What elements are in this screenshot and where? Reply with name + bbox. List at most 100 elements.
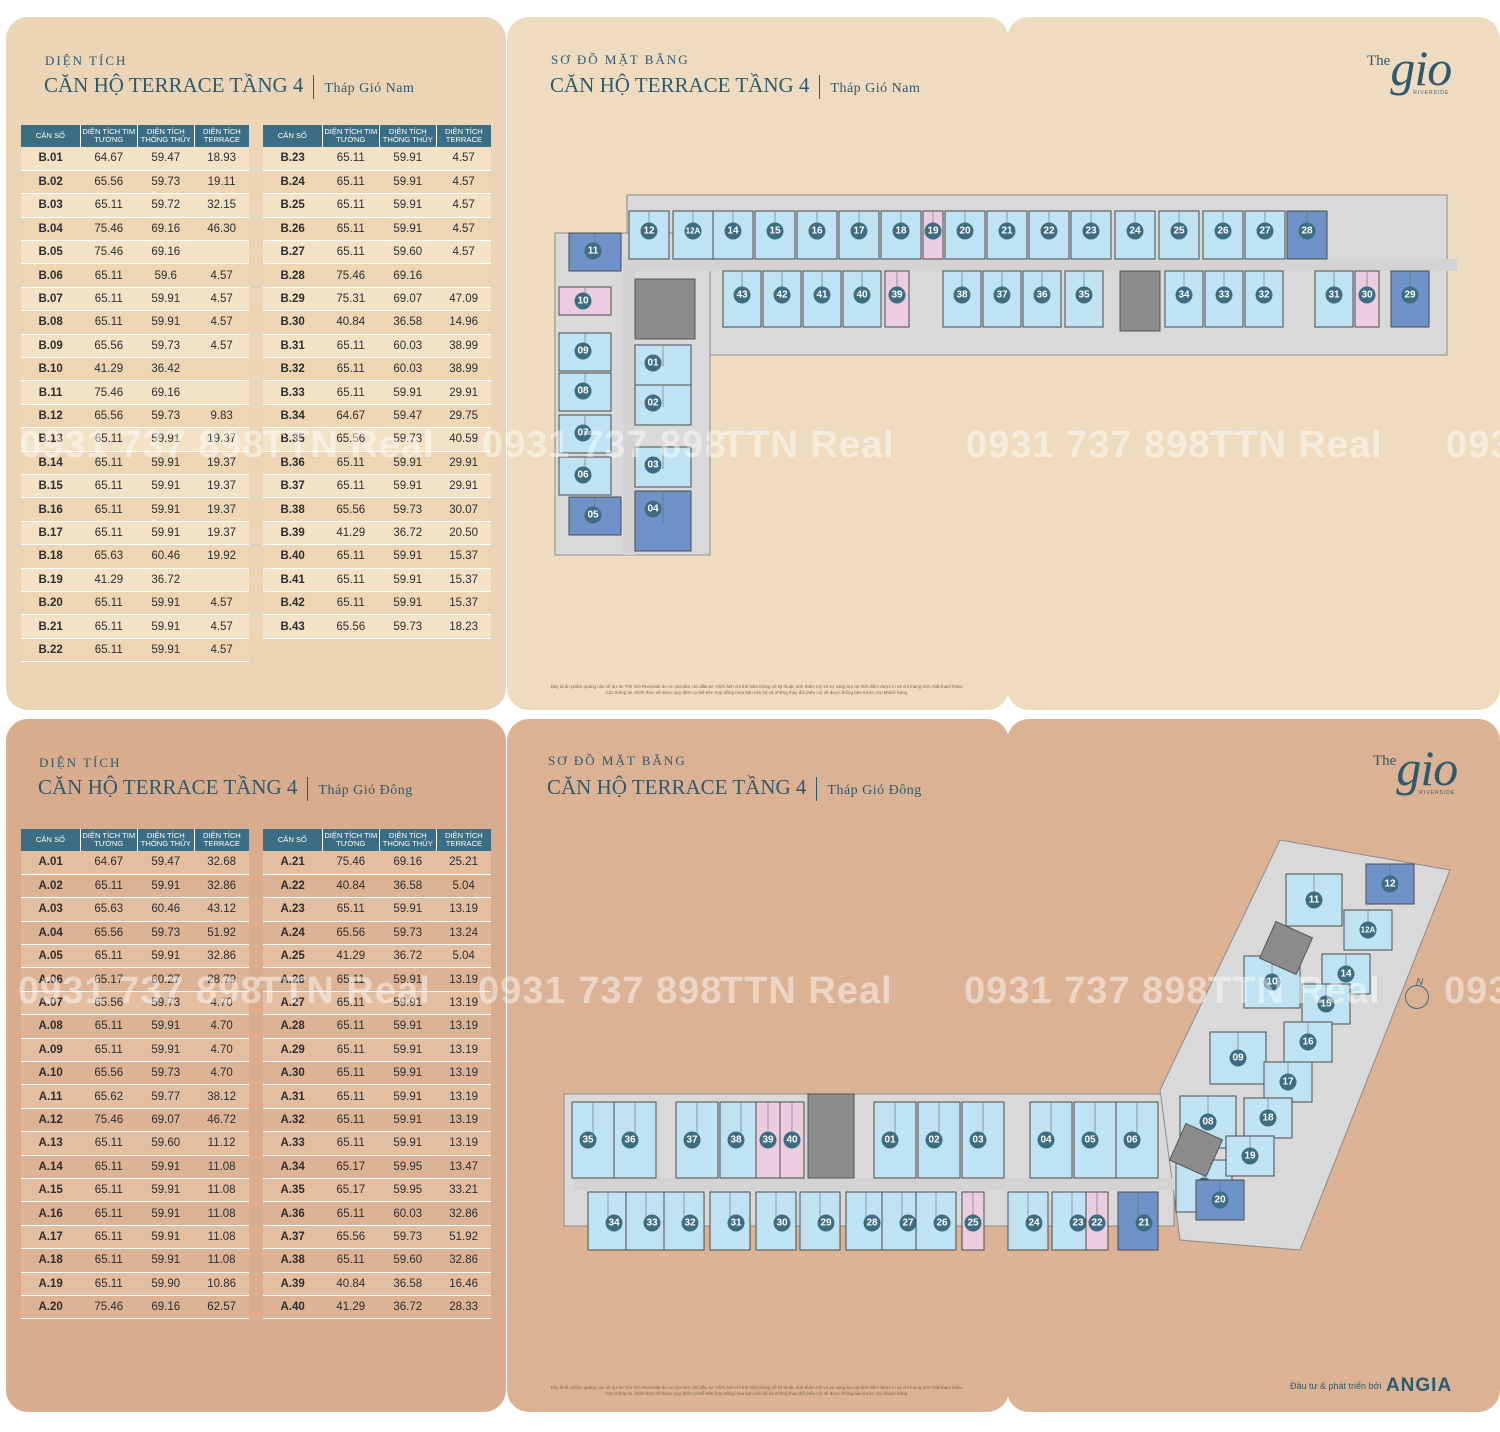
unit-number-badge [1359,921,1377,939]
area-value-cell: 65.11 [80,1038,138,1063]
area-value-cell: 65.11 [322,240,380,265]
table-header-cell: DIỆN TÍCH TERRACE [435,829,491,851]
area-value-cell: 13.19 [436,1108,491,1133]
dong-plan-label: SƠ ĐỒ MẶT BẰNG [548,753,687,768]
unit-code-cell: B.41 [263,568,323,592]
apartment-unit: 08 [558,372,612,412]
unit-number-badge [644,500,662,518]
watermark-fragment-2: 093 [1444,970,1500,1012]
apartment-unit: 26 [915,1191,957,1251]
unit-number-badge [640,222,658,240]
area-value-cell: 59.91 [137,614,195,639]
table-header-row: CĂN SỐ DIỆN TÍCH TIM TƯỜNG DIỆN TÍCH THÔNG… [263,829,491,851]
table-header-cell: CĂN SỐ [21,125,81,147]
nam-area-panel: DIỆN TÍCH CĂN HỘ TERRACE TẦNG 4 Tháp Gió … [6,17,506,710]
area-value-cell: 65.11 [80,427,138,452]
area-value-cell: 65.11 [80,614,138,639]
unit-number-label: 37 [686,1135,698,1146]
area-value-cell: 59.91 [379,147,437,171]
dong-plan-panel: SƠ ĐỒ MẶT BẰNG CĂN HỘ TERRACE TẦNG 4 Tháp… [507,719,1009,1412]
area-value-cell: 59.91 [137,1155,195,1179]
table-row: A.26 65.11 59.91 13.19 [263,967,491,992]
unit-code-cell: A.11 [21,1084,81,1109]
area-value-cell: 75.46 [322,263,380,288]
table-row: B.09 65.56 59.73 4.57 [21,334,249,359]
table-row: A.28 65.11 59.91 13.19 [263,1014,491,1039]
unit-number-badge [1299,1033,1317,1051]
table-row: B.20 65.11 59.91 4.57 [21,591,249,616]
table-row: B.21 65.11 59.91 4.57 [21,614,249,639]
area-value-cell: 62.57 [194,1295,249,1320]
area-value-cell: 13.19 [436,1061,491,1086]
area-value-cell: 19.92 [194,544,249,569]
area-value-cell: 59.73 [379,427,437,452]
apartment-unit: 02 [634,384,692,426]
area-value-cell: 29.75 [436,404,491,429]
area-value-cell: 40.59 [436,427,491,452]
table-header-cell: DIỆN TÍCH TERRACE [193,125,249,147]
unit-number-badge [1259,1109,1277,1127]
area-value-cell: 65.11 [80,310,138,335]
area-value-cell: 59.91 [379,217,437,242]
apartment-unit: 28 [845,1191,887,1251]
apartment-unit: 31 [1314,270,1354,328]
unit-code-cell: B.19 [21,568,81,592]
unit-code-cell: B.11 [21,380,81,405]
apartment-unit: 29 [1390,270,1430,328]
unit-code-cell: A.36 [263,1201,323,1226]
apartment-unit: 39 [755,1101,781,1179]
unit-number-badge [773,286,791,304]
area-value-cell: 28.33 [436,1295,491,1320]
unit-number-badge [1175,286,1193,304]
table-row: B.06 65.11 59.6 4.57 [21,263,249,288]
unit-number-badge [621,1131,639,1149]
nam-plan-label: SƠ ĐỒ MẶT BẰNG [551,52,690,67]
area-value-cell [194,240,249,265]
table-header-cell: DIỆN TÍCH TIM TƯỜNG [321,125,380,147]
area-value-cell: 13.19 [436,991,491,1016]
table-row: B.35 65.56 59.73 40.59 [263,427,491,452]
compass-icon-2: N [1405,977,1429,1009]
watermark-company-1: TTN Real [262,424,435,466]
unit-number-badge [1088,1214,1106,1232]
area-value-cell: 59.91 [137,944,195,969]
unit-code-cell: B.27 [263,240,323,265]
table-row: B.22 65.11 59.91 4.57 [21,638,249,663]
dong-disclaimer-1: Đây là ấn phẩm quảng cáo về dự án The Gi… [550,1385,964,1390]
table-row: A.20 75.46 69.16 62.57 [21,1295,249,1320]
unit-number-label: 17 [1282,1077,1294,1088]
table-row: B.40 65.11 59.91 15.37 [263,544,491,569]
unit-number-label: 09 [577,346,589,357]
unit-number-label: 26 [1217,226,1229,237]
area-value-cell: 59.91 [379,193,437,218]
unit-number-badge [1037,1131,1055,1149]
table-header-row: CĂN SỐ DIỆN TÍCH TIM TƯỜNG DIỆN TÍCH THÔNG… [21,829,249,851]
table-row: A.34 65.17 59.95 13.47 [263,1155,491,1179]
unit-number-badge [684,222,702,240]
area-value-cell: 29.91 [436,474,491,499]
apartment-unit: 21 [986,210,1028,260]
area-value-cell: 32.86 [194,944,249,969]
unit-code-cell: A.08 [21,1014,81,1039]
area-value-cell: 36.42 [137,357,195,382]
area-value-cell: 65.11 [80,1248,138,1273]
area-value-cell: 59.47 [137,851,195,875]
area-value-cell: 46.72 [194,1108,249,1133]
table-row: B.37 65.11 59.91 29.91 [263,474,491,499]
area-value-cell: 65.11 [322,1248,380,1273]
table-row: A.33 65.11 59.91 13.19 [263,1131,491,1156]
area-value-cell: 69.16 [137,380,195,405]
watermark-company-5: TTN Real [720,970,893,1012]
watermark-phone-3: 0931 737 898 [966,424,1211,466]
area-value-cell: 59.60 [137,1131,195,1156]
nam-plan-title: CĂN HỘ TERRACE TẦNG 4 Tháp Gió Nam [550,73,920,100]
unit-number-label: 30 [1361,290,1373,301]
area-value-cell: 59.91 [137,638,195,663]
area-value-cell: 65.11 [322,1084,380,1109]
area-value-cell: 65.11 [80,1225,138,1250]
table-row: B.13 65.11 59.91 19.37 [21,427,249,452]
area-value-cell: 59.6 [137,263,195,288]
unit-code-cell: A.12 [21,1108,81,1133]
apartment-unit: 34 [587,1191,629,1251]
area-value-cell: 13.47 [436,1155,491,1179]
